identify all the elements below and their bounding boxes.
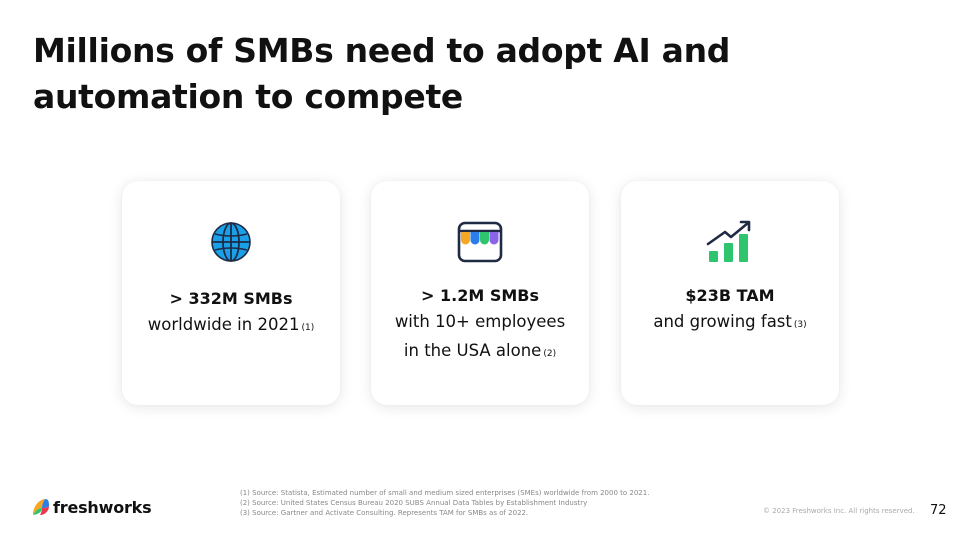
stat-detail: and growing fast (3): [621, 307, 839, 340]
stat-detail-text: in the USA alone: [403, 341, 542, 360]
stat-card-smbs-usa: > 1.2M SMBs with 10+ employees in the US…: [371, 181, 589, 405]
footnote-ref: (3): [793, 320, 807, 330]
sources-footnotes: (1) Source: Statista, Estimated number o…: [240, 488, 649, 518]
stat-detail: worldwide in 2021 (1): [122, 310, 340, 343]
stat-headline: > 332M SMBs: [169, 289, 293, 308]
freshworks-logo: freshworks: [32, 496, 152, 518]
source-line: (3) Source: Gartner and Activate Consult…: [240, 509, 529, 517]
growth-chart-icon: [704, 217, 756, 267]
logo-wordmark: freshworks: [53, 497, 152, 517]
stat-text: > 332M SMBs worldwide in 2021 (1): [122, 288, 340, 343]
stat-text: > 1.2M SMBs with 10+ employees in the US…: [371, 285, 589, 369]
stat-detail: in the USA alone (2): [371, 336, 589, 369]
copyright-text: © 2023 Freshworks Inc. All rights reserv…: [763, 507, 915, 515]
storefront-icon: [454, 217, 506, 267]
globe-icon: [205, 217, 257, 267]
slide-title: Millions of SMBs need to adopt AI and au…: [33, 31, 731, 116]
footnote-ref: (1): [301, 323, 315, 333]
page-number: 72: [930, 503, 947, 518]
stat-card-smbs-worldwide: > 332M SMBs worldwide in 2021 (1): [122, 181, 340, 405]
stat-detail-text: with 10+ employees: [394, 312, 566, 331]
stat-detail-text: worldwide in 2021: [147, 315, 300, 334]
stat-text: $23B TAM and growing fast (3): [621, 285, 839, 340]
freshworks-logo-icon: [33, 499, 49, 515]
stat-detail-text: and growing fast: [653, 312, 792, 331]
source-line: (1) Source: Statista, Estimated number o…: [240, 489, 650, 497]
stat-headline: $23B TAM: [685, 286, 775, 305]
source-line: (2) Source: United States Census Bureau …: [240, 499, 588, 507]
stat-card-tam: $23B TAM and growing fast (3): [621, 181, 839, 405]
stat-headline: > 1.2M SMBs: [421, 286, 539, 305]
footnote-ref: (2): [543, 349, 557, 359]
